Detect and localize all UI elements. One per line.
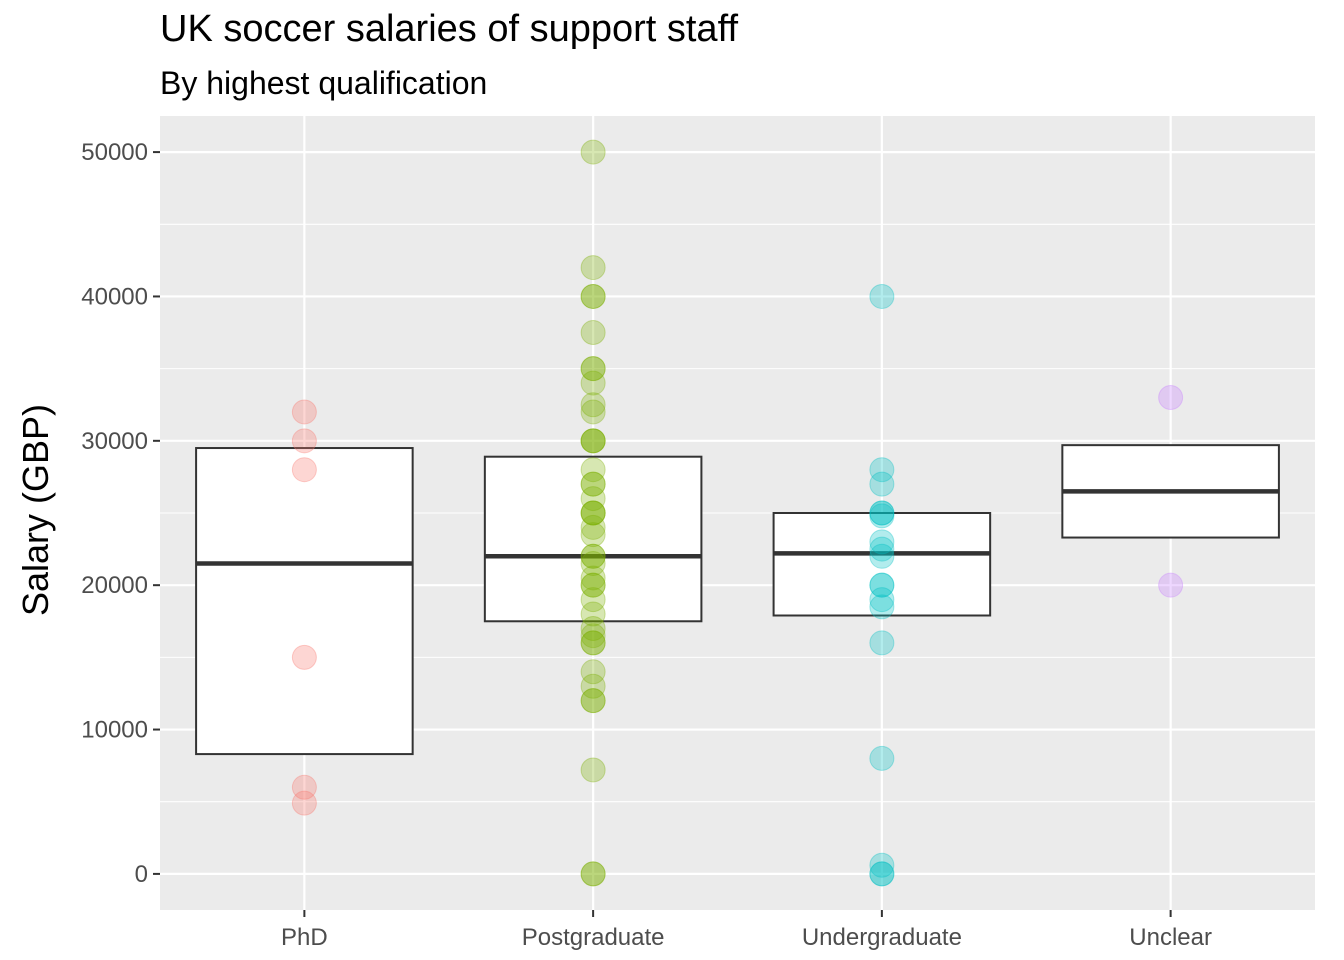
data-point-undergraduate [869,500,895,526]
data-point-postgraduate [580,601,606,627]
box-postgraduate [483,455,703,623]
data-point-postgraduate [580,630,606,656]
data-point-phd [291,457,317,483]
data-point-undergraduate [869,543,895,569]
y-axis-title: Salary (GBP) [15,404,56,616]
data-point-undergraduate [869,594,895,620]
data-point-postgraduate [580,543,606,569]
y-tick-label: 10000 [81,717,148,744]
data-point-postgraduate [580,673,606,699]
data-point-postgraduate [580,457,606,483]
data-point-postgraduate [580,623,606,649]
data-point-undergraduate [869,500,895,526]
data-point-phd [291,774,317,800]
data-point-postgraduate [580,139,606,165]
y-tick-label: 30000 [81,428,148,455]
data-point-postgraduate [580,587,606,613]
data-point-postgraduate [580,572,606,598]
x-tick-label: Unclear [1129,924,1212,951]
data-point-postgraduate [580,572,606,598]
boxes [195,444,1280,756]
data-point-undergraduate [869,630,895,656]
data-point-postgraduate [580,688,606,714]
data-point-postgraduate [580,370,606,396]
data-point-postgraduate [580,615,606,641]
x-axis: PhD Postgraduate Undergraduate Unclear [281,910,1212,951]
data-point-postgraduate [580,255,606,281]
data-point-unclear [1158,572,1184,598]
data-points [291,139,1184,887]
data-point-postgraduate [580,399,606,425]
data-point-postgraduate [580,551,606,577]
data-point-phd [291,644,317,670]
data-point-postgraduate [580,356,606,382]
data-point-undergraduate [869,471,895,497]
data-point-postgraduate [580,688,606,714]
x-tick-label: Undergraduate [802,924,962,951]
data-point-postgraduate [580,471,606,497]
data-point-undergraduate [869,457,895,483]
data-point-unclear [1158,385,1184,411]
y-tick-label: 40000 [81,283,148,310]
data-point-postgraduate [580,522,606,548]
x-tick-label: PhD [281,924,328,951]
data-point-postgraduate [580,659,606,685]
box-undergraduate [772,512,992,617]
y-axis: 0 10000 20000 30000 40000 50000 [81,139,160,888]
data-point-postgraduate [580,392,606,418]
data-point-postgraduate [580,630,606,656]
data-point-undergraduate [869,283,895,309]
y-tick-label: 50000 [81,139,148,166]
data-point-undergraduate [869,745,895,771]
chart-title: UK soccer salaries of support staff [160,8,738,50]
data-point-phd [291,399,317,425]
data-point-undergraduate [869,861,895,887]
data-point-postgraduate [580,283,606,309]
data-point-undergraduate [869,852,895,878]
data-point-postgraduate [580,861,606,887]
data-point-postgraduate [580,500,606,526]
data-point-postgraduate [580,471,606,497]
data-point-postgraduate [580,428,606,454]
data-point-postgraduate [580,543,606,569]
data-point-postgraduate [580,428,606,454]
data-point-undergraduate [869,503,895,529]
data-point-postgraduate [580,514,606,540]
data-point-postgraduate [580,500,606,526]
data-point-phd [291,428,317,454]
data-point-postgraduate [580,500,606,526]
data-point-phd [291,790,317,816]
data-point-postgraduate [580,486,606,512]
data-point-postgraduate [580,757,606,783]
data-point-postgraduate [580,283,606,309]
data-point-postgraduate [580,320,606,346]
box-phd [195,447,414,756]
data-point-undergraduate [869,572,895,598]
chart-subtitle: By highest qualification [160,65,488,101]
data-point-postgraduate [580,565,606,591]
y-tick-label: 0 [135,861,148,888]
data-point-undergraduate [869,572,895,598]
x-tick-label: Postgraduate [522,924,665,951]
data-point-undergraduate [869,861,895,887]
data-point-undergraduate [869,529,895,555]
data-point-postgraduate [580,861,606,887]
data-point-undergraduate [869,536,895,562]
data-point-postgraduate [580,356,606,382]
data-point-postgraduate [580,428,606,454]
data-point-undergraduate [869,587,895,613]
y-tick-label: 20000 [81,572,148,599]
